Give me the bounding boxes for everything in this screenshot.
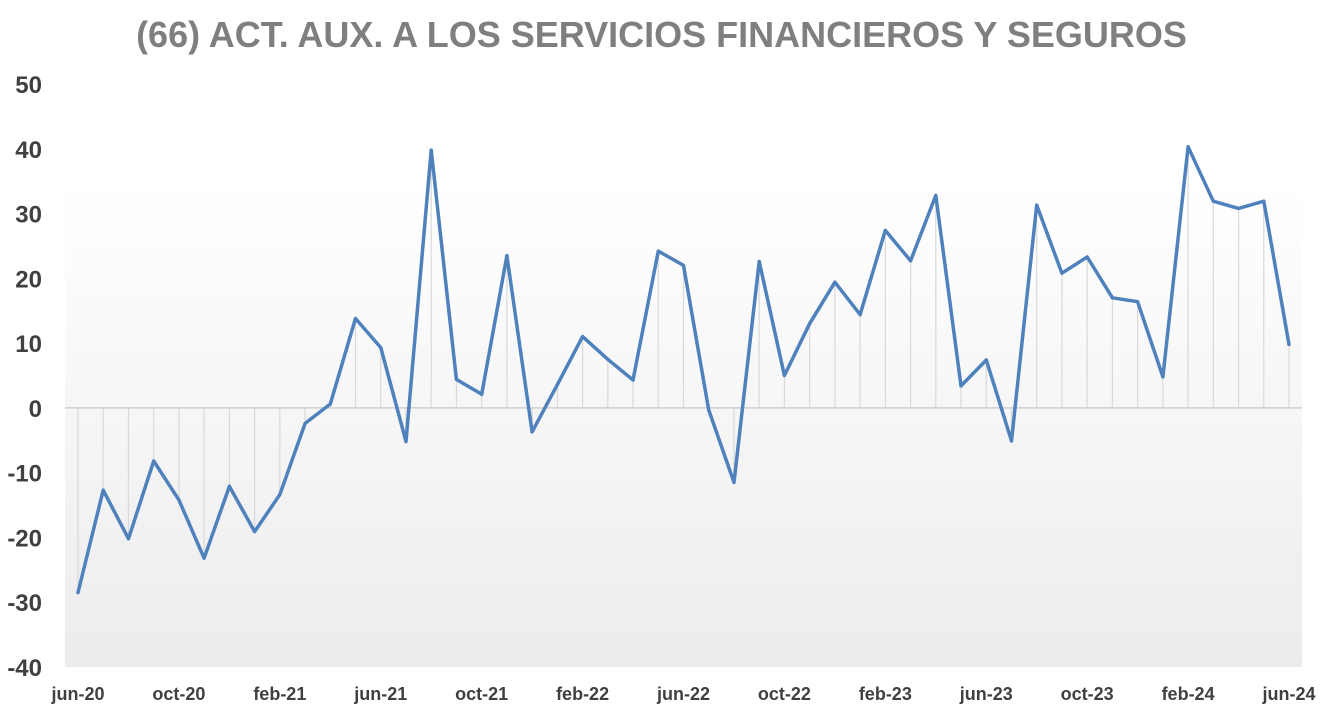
- data-point: [1009, 439, 1014, 443]
- drop-lines: [77, 146, 1290, 593]
- y-axis-ticks: 50 40 30 20 10 0 -10 -20 -30 -40: [7, 72, 42, 682]
- data-point: [732, 480, 736, 484]
- data-point: [328, 402, 332, 406]
- x-tick-label: oct-20: [152, 684, 205, 704]
- data-point: [757, 259, 761, 264]
- x-axis-ticks: jun-20 oct-20 feb-21 jun-21 oct-21 feb-22 jun-…: [50, 684, 1315, 704]
- data-point: [707, 408, 711, 412]
- data-point: [202, 556, 206, 560]
- data-point: [858, 313, 862, 317]
- data-point: [177, 498, 181, 502]
- data-point: [580, 335, 585, 339]
- x-tick-label: jun-21: [353, 684, 407, 704]
- x-tick-label: feb-23: [859, 684, 912, 704]
- data-point: [555, 382, 559, 387]
- data-point: [1262, 199, 1266, 203]
- data-point: [480, 392, 484, 396]
- y-tick-label: 40: [15, 137, 42, 164]
- y-tick-label: -40: [7, 655, 42, 682]
- data-point: [959, 384, 963, 388]
- data-point: [404, 439, 408, 444]
- data-point: [1161, 375, 1165, 379]
- data-point: [76, 590, 80, 595]
- data-point: [152, 459, 156, 463]
- x-tick-label: oct-22: [758, 684, 811, 704]
- data-point: [606, 357, 610, 361]
- data-point: [1085, 255, 1089, 259]
- data-point: [1236, 206, 1241, 210]
- data-point: [253, 530, 257, 534]
- data-point: [101, 488, 105, 492]
- x-tick-label: feb-24: [1162, 684, 1215, 704]
- data-point: [1186, 145, 1190, 149]
- data-point: [126, 537, 131, 541]
- data-point: [454, 377, 459, 381]
- data-point: [379, 346, 383, 350]
- chart-title: (66) ACT. AUX. A LOS SERVICIOS FINANCIER…: [136, 14, 1187, 55]
- data-point: [934, 193, 938, 198]
- data-point: [429, 148, 433, 152]
- y-tick-label: 50: [15, 72, 42, 99]
- data-point: [984, 358, 988, 362]
- data-points: [76, 145, 1291, 595]
- x-tick-label: jun-24: [1261, 684, 1315, 704]
- data-point: [278, 493, 282, 497]
- data-point: [908, 259, 913, 263]
- data-point: [782, 373, 787, 378]
- data-point: [530, 430, 534, 434]
- data-point: [883, 228, 887, 232]
- data-point: [1136, 300, 1140, 304]
- data-point: [227, 484, 231, 488]
- x-tick-label: jun-22: [656, 684, 710, 704]
- y-tick-label: -30: [7, 590, 42, 617]
- y-tick-label: 10: [15, 331, 42, 358]
- data-point: [808, 322, 812, 326]
- x-tick-label: feb-21: [253, 684, 306, 704]
- data-point: [656, 249, 660, 253]
- data-point: [681, 263, 686, 267]
- data-point: [833, 280, 837, 284]
- data-point: [353, 316, 358, 321]
- y-tick-label: 30: [15, 202, 42, 229]
- data-point: [1060, 271, 1064, 275]
- data-point: [631, 378, 635, 382]
- data-point: [1110, 296, 1114, 300]
- data-point: [1287, 342, 1291, 347]
- data-point: [505, 254, 509, 258]
- x-tick-label: feb-22: [556, 684, 609, 704]
- y-tick-label: -20: [7, 525, 42, 552]
- data-point: [1035, 203, 1039, 207]
- data-point: [303, 421, 307, 426]
- x-tick-label: jun-20: [50, 684, 104, 704]
- x-tick-label: oct-23: [1061, 684, 1114, 704]
- y-tick-label: -10: [7, 461, 42, 488]
- x-tick-label: oct-21: [455, 684, 508, 704]
- y-tick-label: 20: [15, 266, 42, 293]
- plot-area: [65, 185, 1302, 667]
- x-tick-label: jun-23: [959, 684, 1013, 704]
- data-point: [1211, 199, 1215, 203]
- y-tick-label: 0: [29, 396, 42, 423]
